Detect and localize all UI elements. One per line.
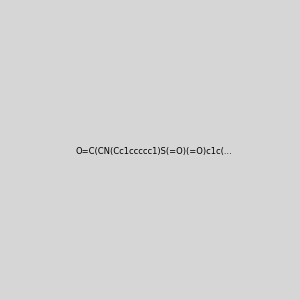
Text: O=C(CN(Cc1ccccc1)S(=O)(=O)c1c(...: O=C(CN(Cc1ccccc1)S(=O)(=O)c1c(... (75, 147, 232, 156)
